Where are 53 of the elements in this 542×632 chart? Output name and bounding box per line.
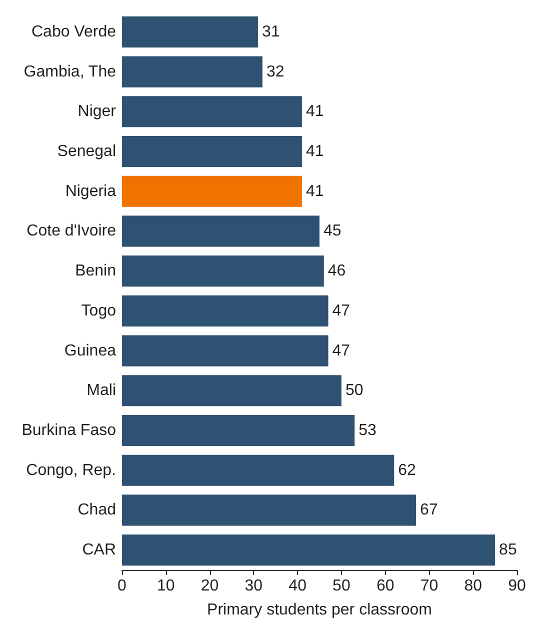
y-tick-label: Burkina Faso <box>22 422 116 439</box>
data-label: 53 <box>358 422 377 439</box>
x-axis-title: Primary students per classroom <box>207 602 432 618</box>
y-tick-label: Togo <box>81 302 116 320</box>
bar <box>122 96 302 128</box>
bar <box>122 454 394 486</box>
data-label: 67 <box>420 502 438 519</box>
y-tick-label: Senegal <box>57 143 116 160</box>
data-label: 32 <box>266 63 284 80</box>
y-tick-label: Guinea <box>64 342 116 360</box>
y-tick-label: CAR <box>82 542 116 559</box>
bar <box>122 16 258 48</box>
data-label: 62 <box>398 462 416 479</box>
y-tick-label: Cote d'Ivoire <box>26 222 116 240</box>
data-label: 41 <box>306 182 324 200</box>
bar <box>122 335 328 366</box>
y-tick-label: Congo, Rep. <box>26 462 116 479</box>
data-label: 47 <box>332 302 350 320</box>
bar <box>122 494 416 526</box>
data-label: 50 <box>345 382 364 400</box>
data-label: 41 <box>306 143 324 160</box>
y-tick-label: Mali <box>86 382 116 400</box>
x-tick-label: 20 <box>200 578 219 594</box>
data-label: 85 <box>499 542 517 559</box>
bar <box>122 295 328 326</box>
x-tick-label: 40 <box>288 578 307 594</box>
bar <box>122 216 320 247</box>
bar <box>122 414 355 446</box>
bar <box>122 136 302 168</box>
data-label: 45 <box>324 222 342 240</box>
x-tick-label: 80 <box>464 578 482 594</box>
x-tick-label: 70 <box>420 578 438 594</box>
bar <box>122 375 342 406</box>
y-tick-label: Niger <box>78 103 117 120</box>
data-label: 47 <box>332 342 350 360</box>
x-tick-label: 60 <box>376 578 394 594</box>
x-tick-label: 0 <box>118 578 127 594</box>
bar <box>122 534 496 566</box>
x-tick-label: 30 <box>244 578 263 594</box>
y-tick-label: Benin <box>75 262 116 280</box>
data-label: 31 <box>262 23 280 40</box>
bar <box>122 56 262 88</box>
y-tick-label: Cabo Verde <box>31 23 116 40</box>
y-tick-label: Nigeria <box>65 182 116 200</box>
bar <box>122 176 302 207</box>
data-label: 46 <box>328 262 346 280</box>
y-tick-label: Gambia, The <box>24 63 116 80</box>
x-tick-label: 50 <box>332 578 350 594</box>
x-tick-label: 90 <box>508 578 526 594</box>
data-label: 41 <box>306 103 324 120</box>
x-tick-label: 10 <box>156 578 175 594</box>
y-tick-label: Chad <box>78 502 116 519</box>
bar <box>122 256 324 287</box>
